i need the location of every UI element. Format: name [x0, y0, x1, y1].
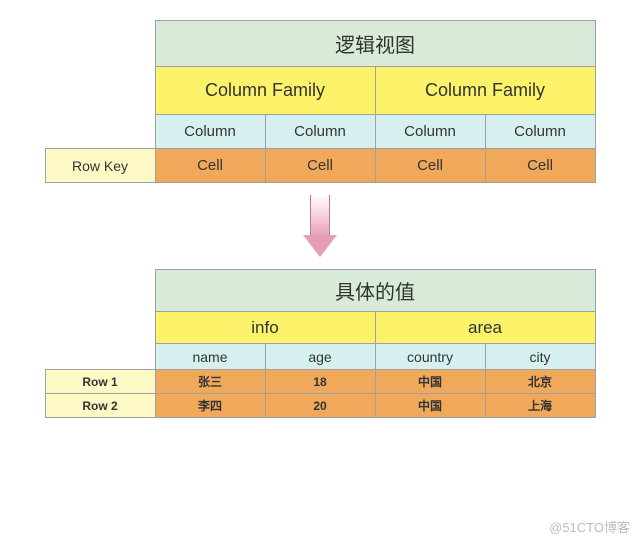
spacer: [45, 312, 155, 344]
t1-cell-2: Cell: [375, 149, 485, 183]
t2-family-1: area: [375, 312, 595, 344]
t2-rowkey-1: Row 2: [45, 394, 155, 418]
t2-r0c2: 中国: [375, 370, 485, 394]
t2-col-1: age: [265, 344, 375, 370]
t1-cell-0: Cell: [155, 149, 265, 183]
t1-col-0: Column: [155, 115, 265, 149]
t2-col-3: city: [485, 344, 595, 370]
spacer: [45, 21, 155, 67]
t1-col-3: Column: [485, 115, 595, 149]
down-arrow-icon: [303, 195, 337, 257]
spacer: [45, 270, 155, 312]
concrete-value-table: 具体的值 info area name age country city Row…: [45, 269, 596, 418]
t2-col-0: name: [155, 344, 265, 370]
t2-r0c0: 张三: [155, 370, 265, 394]
watermark: @51CTO博客: [549, 517, 630, 536]
t2-family-0: info: [155, 312, 375, 344]
t2-r1c2: 中国: [375, 394, 485, 418]
t2-r1c0: 李四: [155, 394, 265, 418]
t1-rowkey: Row Key: [45, 149, 155, 183]
t2-r1c3: 上海: [485, 394, 595, 418]
t2-r1c1: 20: [265, 394, 375, 418]
t2-r0c1: 18: [265, 370, 375, 394]
t2-title: 具体的值: [155, 270, 595, 312]
t2-rowkey-0: Row 1: [45, 370, 155, 394]
spacer: [45, 344, 155, 370]
spacer: [45, 67, 155, 115]
logical-view-table: 逻辑视图 Column Family Column Family Column …: [45, 20, 596, 183]
t1-family-0: Column Family: [155, 67, 375, 115]
t1-col-1: Column: [265, 115, 375, 149]
t1-cell-1: Cell: [265, 149, 375, 183]
t1-cell-3: Cell: [485, 149, 595, 183]
t2-r0c3: 北京: [485, 370, 595, 394]
spacer: [45, 115, 155, 149]
t1-col-2: Column: [375, 115, 485, 149]
t1-family-1: Column Family: [375, 67, 595, 115]
t1-title: 逻辑视图: [155, 21, 595, 67]
t2-col-2: country: [375, 344, 485, 370]
